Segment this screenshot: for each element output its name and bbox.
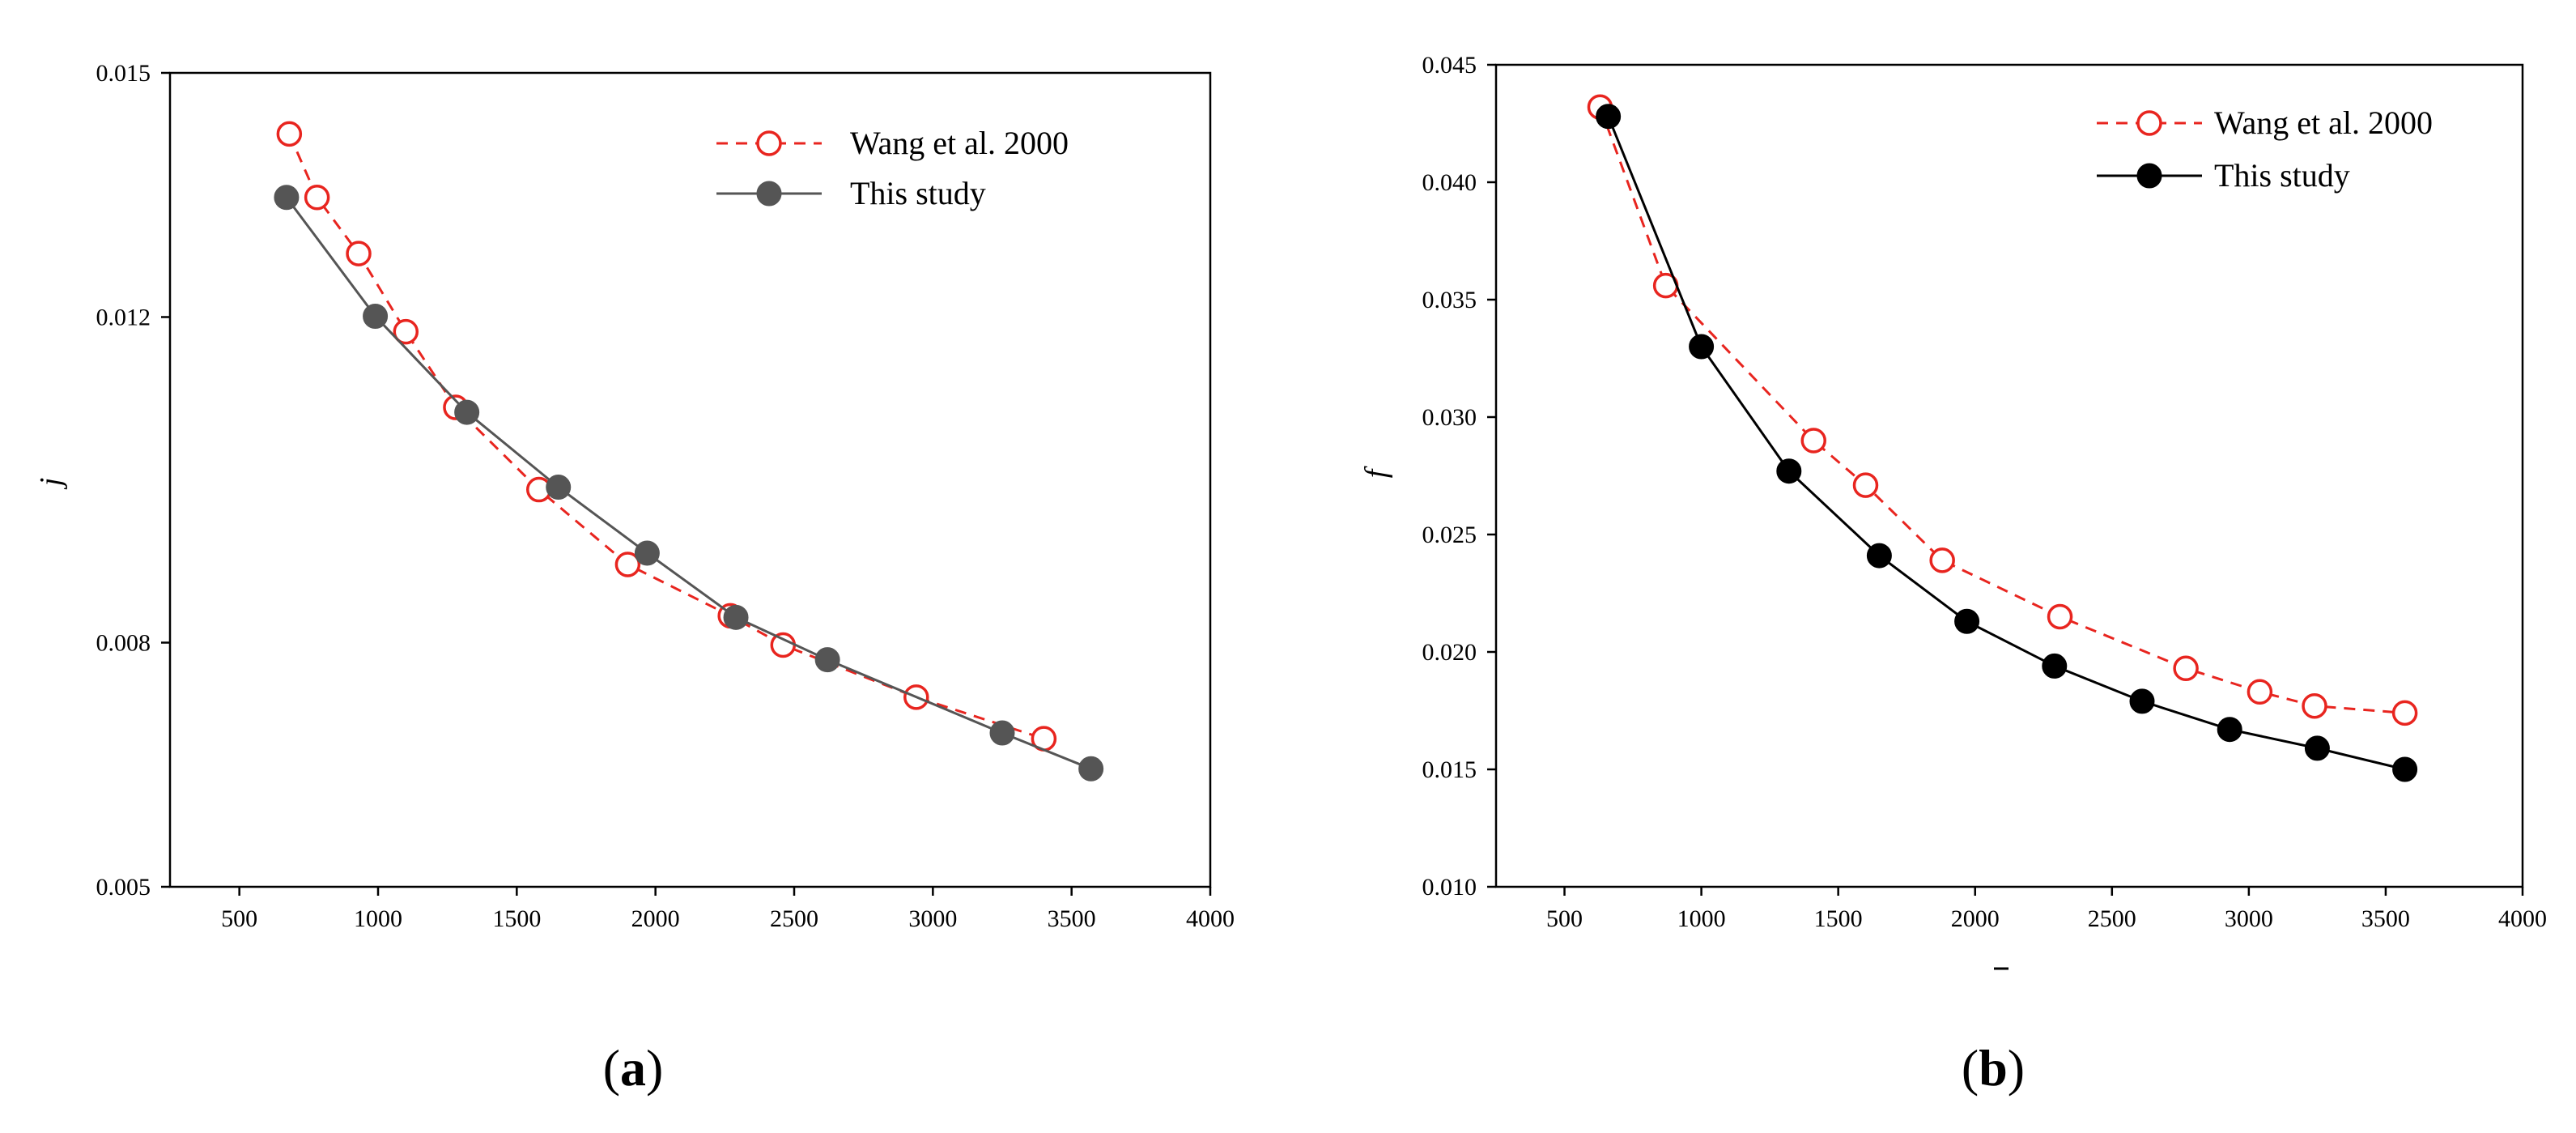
y-tick-label: 0.005	[96, 874, 151, 901]
panel-label-letter-b: b	[1979, 1039, 2008, 1097]
series-line-wang-et-al-2000	[1599, 106, 2405, 714]
data-point-this-study	[1689, 334, 1715, 360]
x-tick-label: 2000	[631, 905, 680, 932]
legend-label-this-study-a: This study	[850, 175, 986, 211]
legend-a: Wang et al. 2000 This study	[716, 125, 1069, 211]
x-tick-label: 3000	[908, 905, 957, 932]
y-tick-label: 0.040	[1422, 169, 1477, 196]
series-layer-b	[1587, 94, 2418, 782]
data-point-this-study	[2217, 717, 2242, 743]
y-axis-a: 0.005 0.008 0.012 0.015	[96, 60, 170, 901]
panel-label-letter-a: a	[620, 1039, 646, 1097]
y-axis-b: 0.010 0.015 0.020 0.025 0.030 0.035 0.040 0.045	[1422, 52, 1496, 901]
series-line-this-study	[1607, 116, 2405, 771]
data-point-wang-et-al-2000	[346, 241, 372, 266]
y-tick-label: 0.020	[1422, 639, 1477, 666]
data-point-wang-et-al-2000	[770, 632, 797, 658]
x-tick-label: 500	[221, 905, 257, 932]
y-tick-label: 0.030	[1422, 404, 1477, 431]
x-tick-label: 500	[1546, 905, 1583, 932]
y-tick-label: 0.010	[1422, 874, 1477, 901]
data-point-wang-et-al-2000	[2391, 700, 2418, 726]
x-axis-b: 500 1000 1500 2000 2500 3000 3500 4000	[1546, 887, 2547, 932]
data-point-wang-et-al-2000	[1852, 472, 1879, 498]
x-tick-label: 1000	[354, 905, 402, 932]
y-tick-label: 0.045	[1422, 52, 1477, 79]
data-point-wang-et-al-2000	[2247, 679, 2273, 705]
legend-marker-wang-b	[2136, 110, 2162, 136]
data-point-this-study	[1596, 104, 1622, 130]
data-point-this-study	[274, 185, 300, 211]
legend-b: Wang et al. 2000 This study	[2097, 104, 2433, 194]
y-tick-label: 0.015	[1422, 756, 1477, 783]
data-point-this-study	[1866, 543, 1892, 569]
data-point-wang-et-al-2000	[1800, 428, 1826, 454]
data-point-this-study	[363, 303, 389, 329]
data-point-this-study	[2304, 735, 2330, 761]
legend-marker-this-study-b	[2136, 163, 2162, 189]
data-point-this-study	[454, 399, 480, 425]
data-point-this-study	[634, 540, 660, 566]
legend-label-wang-b: Wang et al. 2000	[2214, 104, 2433, 141]
data-point-this-study	[1078, 756, 1104, 782]
x-tick-label: 1500	[1814, 905, 1863, 932]
data-point-this-study	[1954, 608, 1980, 634]
chart-panel-a: 500 1000 1500 2000 2500 3000 3500 4000 0.0050.0…	[34, 60, 1235, 1097]
data-point-wang-et-al-2000	[304, 185, 330, 211]
x-axis-a: 500 1000 1500 2000 2500 3000 3500 4000	[221, 887, 1235, 932]
series-layer-a	[274, 121, 1104, 782]
data-point-this-study	[723, 604, 749, 630]
legend-marker-wang-a	[756, 130, 782, 156]
data-point-this-study	[2042, 653, 2068, 679]
x-tick-label: 3500	[2361, 905, 2410, 932]
x-tick-label: 1500	[492, 905, 541, 932]
data-point-wang-et-al-2000	[1929, 547, 1955, 573]
legend-label-wang-a: Wang et al. 2000	[850, 125, 1069, 161]
x-tick-label: 3000	[2225, 905, 2273, 932]
plot-frame-a	[168, 71, 1212, 888]
y-tick-label: 0.012	[96, 305, 151, 331]
data-point-this-study	[2392, 756, 2418, 782]
y-tick-label: 0.008	[96, 630, 151, 657]
data-point-this-study	[2129, 688, 2155, 714]
data-point-this-study	[989, 720, 1015, 746]
data-point-this-study	[1776, 458, 1802, 484]
y-tick-label: 0.025	[1422, 522, 1477, 548]
x-tick-label: 4000	[1186, 905, 1235, 932]
data-point-wang-et-al-2000	[393, 318, 419, 345]
x-tick-label: 4000	[2498, 905, 2547, 932]
data-point-wang-et-al-2000	[276, 121, 303, 147]
data-point-wang-et-al-2000	[2302, 692, 2327, 719]
x-tick-label: 1000	[1677, 905, 1726, 932]
x-tick-label: 2500	[2088, 905, 2136, 932]
data-point-this-study	[546, 475, 572, 500]
data-point-wang-et-al-2000	[614, 552, 641, 577]
plot-frame-b	[1494, 63, 2524, 888]
legend-label-this-study-b: This study	[2214, 157, 2350, 194]
panel-label-b: (b)	[1962, 1039, 2025, 1097]
x-tick-label: 2500	[770, 905, 818, 932]
y-tick-label: 0.015	[96, 60, 151, 87]
data-point-wang-et-al-2000	[2173, 655, 2199, 682]
legend-marker-this-study-a	[756, 181, 782, 207]
x-tick-label: 3500	[1048, 905, 1096, 932]
x-tick-label: 2000	[1951, 905, 2000, 932]
panel-label-a: (a)	[603, 1039, 664, 1097]
y-tick-label: 0.035	[1422, 287, 1477, 313]
data-point-wang-et-al-2000	[2047, 603, 2073, 630]
data-point-this-study	[814, 647, 840, 673]
